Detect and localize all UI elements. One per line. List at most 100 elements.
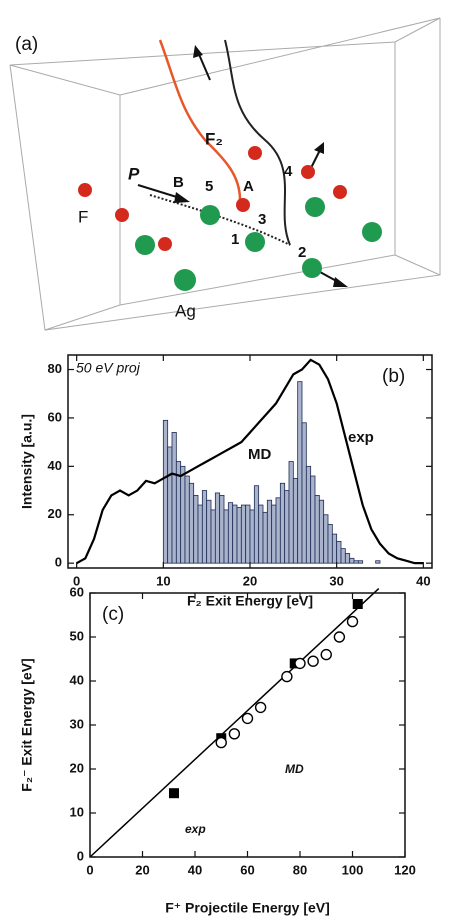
y-tick-label: 10 — [70, 804, 84, 819]
series-label: MD — [285, 762, 304, 776]
bar — [201, 490, 208, 564]
bar — [214, 492, 221, 564]
bar — [305, 465, 312, 564]
point — [352, 599, 363, 609]
x-tick-label: 120 — [394, 862, 416, 877]
annotation: 50 eV proj — [76, 360, 141, 376]
point — [333, 631, 346, 643]
bar — [236, 507, 242, 564]
x-tick-label: 20 — [135, 862, 149, 877]
f-atom — [333, 185, 347, 199]
bar — [227, 502, 234, 564]
ag-atom — [135, 235, 155, 255]
x-tick-label: 80 — [293, 862, 307, 877]
arrow-head — [333, 277, 348, 287]
bar — [206, 499, 212, 564]
bar — [197, 504, 203, 564]
point — [241, 712, 254, 725]
point-label: 4 — [284, 163, 293, 180]
bar — [193, 494, 199, 564]
point-label: B — [173, 174, 184, 191]
series-label: exp — [185, 822, 206, 836]
box-edge — [9, 17, 441, 96]
point — [169, 788, 179, 799]
point — [346, 615, 359, 628]
series-label: exp — [348, 429, 374, 446]
atom-label: F — [78, 207, 88, 226]
y-axis-title: Intensity [a.u.] — [19, 414, 35, 509]
f-atom — [248, 146, 262, 160]
bar — [184, 475, 190, 564]
box-edge — [44, 304, 121, 331]
point — [281, 670, 293, 683]
bar — [223, 509, 229, 564]
x-axis-title: F₂ Exit Energy [eV] — [187, 593, 313, 609]
bar — [297, 381, 303, 564]
ag-atom — [362, 222, 382, 242]
bar — [271, 504, 277, 564]
bar — [344, 553, 351, 564]
bar — [301, 422, 307, 564]
bar — [162, 419, 169, 564]
point — [307, 655, 319, 667]
series-label: MD — [248, 446, 271, 463]
x-tick-label: 0 — [73, 573, 80, 588]
bar — [349, 557, 355, 564]
y-tick-label: 60 — [48, 409, 62, 424]
f-atom — [236, 198, 250, 212]
arrow — [137, 184, 181, 199]
bar — [275, 497, 281, 564]
bar — [310, 475, 316, 564]
x-tick-label: 60 — [240, 862, 254, 877]
f-atom — [301, 165, 315, 179]
bar — [284, 490, 290, 564]
bar — [323, 514, 329, 564]
point — [320, 648, 332, 661]
point — [294, 657, 306, 670]
y-tick-label: 80 — [48, 361, 62, 376]
point — [215, 736, 227, 749]
ag-atom — [302, 258, 322, 278]
f-atom — [78, 183, 92, 197]
ag-atom — [245, 232, 265, 252]
bar — [266, 499, 273, 564]
arrow-head — [174, 192, 190, 203]
y-tick-label: 0 — [77, 848, 84, 863]
box-edge — [119, 254, 396, 306]
bar — [240, 504, 247, 564]
arrow-head — [314, 142, 324, 154]
y-tick-label: 30 — [70, 716, 84, 731]
x-axis-title: F⁺ Projectile Energy [eV] — [165, 900, 330, 916]
f-atom — [115, 208, 129, 222]
bar — [249, 509, 255, 564]
y-tick-label: 40 — [70, 672, 84, 687]
x-tick-label: 40 — [188, 862, 202, 877]
x-tick-label: 30 — [329, 573, 343, 588]
y-tick-label: 40 — [48, 458, 62, 473]
trajectory — [224, 39, 291, 246]
x-tick-label: 20 — [243, 573, 257, 588]
point-label: 1 — [231, 231, 239, 248]
arrow-head — [193, 45, 203, 58]
bar — [167, 446, 173, 564]
bar — [336, 540, 342, 564]
x-tick-label: 10 — [156, 573, 170, 588]
x-tick-label: 100 — [342, 862, 364, 877]
bar — [318, 499, 325, 564]
ag-atom — [174, 269, 196, 291]
bar — [331, 533, 338, 564]
bar — [288, 461, 294, 564]
bar — [245, 504, 251, 564]
point-label: P — [128, 164, 140, 183]
x-tick-label: 40 — [416, 573, 430, 588]
bar — [171, 432, 177, 564]
bar — [357, 560, 364, 564]
bar — [340, 548, 346, 564]
bar — [292, 478, 299, 564]
box-edge — [9, 18, 441, 331]
trajectory — [149, 194, 291, 246]
x-tick-label: 0 — [86, 862, 93, 877]
bar — [210, 509, 216, 564]
